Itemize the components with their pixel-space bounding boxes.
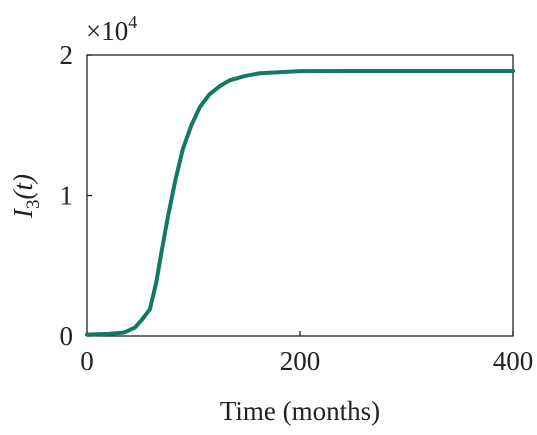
y-multiplier: ×104 <box>86 12 137 46</box>
y-tick-label: 1 <box>60 181 74 211</box>
axes-box <box>86 54 514 337</box>
y-label-subscript: 3 <box>23 199 44 209</box>
y-label-symbol: I <box>8 207 38 219</box>
y-label-argument: (t) <box>8 174 38 199</box>
multiplier-base: ×10 <box>86 16 128 46</box>
x-tick-label: 0 <box>80 346 94 376</box>
x-tick-label: 400 <box>493 346 534 376</box>
x-axis-label: Time (months) <box>220 396 380 426</box>
y-axis-label: I3(t) <box>8 174 44 219</box>
y-tick-label: 2 <box>60 40 74 70</box>
data-line <box>85 69 515 337</box>
y-tick-label: 0 <box>60 321 74 351</box>
x-tick-label: 200 <box>280 346 321 376</box>
multiplier-power: 4 <box>128 12 137 32</box>
